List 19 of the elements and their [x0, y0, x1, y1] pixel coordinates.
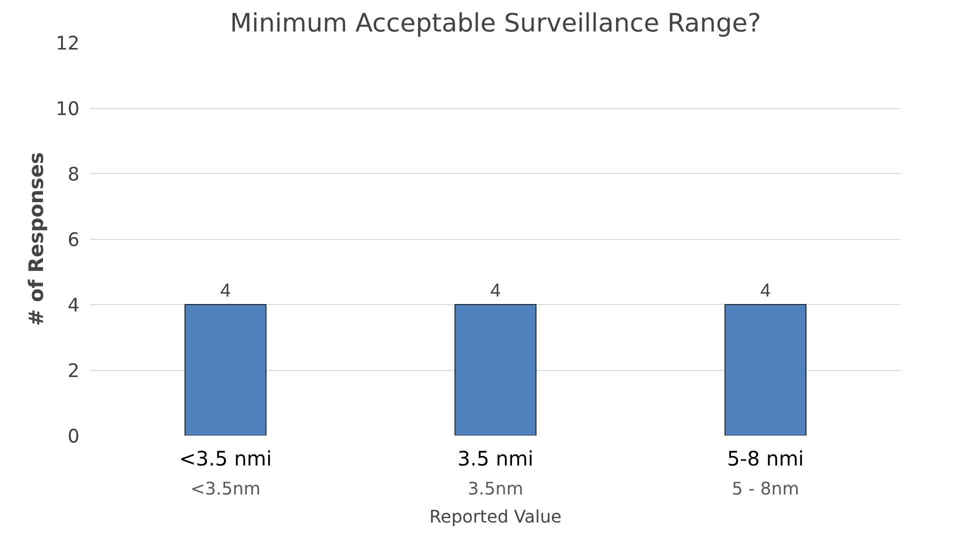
x-tick-label: 5-8 nmi	[727, 446, 804, 470]
y-tick-label: 0	[68, 426, 80, 448]
text: <3.5nm	[190, 480, 260, 500]
data-label: 4	[220, 280, 231, 300]
y-axis-title: # of Responses	[24, 152, 48, 326]
y-tick-label: 2	[68, 361, 80, 382]
x-axis-title: Reported Value	[429, 508, 562, 528]
text: 3.5nm	[468, 480, 524, 500]
y-tick-label: 6	[68, 230, 80, 251]
data-label: 4	[490, 280, 501, 300]
x-tick-label: <3.5 nmi	[179, 446, 272, 470]
y-tick-label: 8	[68, 164, 80, 186]
x-tick-label: 3.5 nmi	[458, 446, 534, 470]
y-tick-label: 12	[56, 34, 80, 54]
y-tick-label: 4	[68, 296, 80, 316]
text: 5 - 8nm	[732, 480, 800, 500]
data-label: 4	[760, 280, 771, 300]
y-tick-label: 10	[56, 99, 80, 120]
chart-title: Minimum Acceptable Surveillance Range?	[230, 8, 762, 38]
